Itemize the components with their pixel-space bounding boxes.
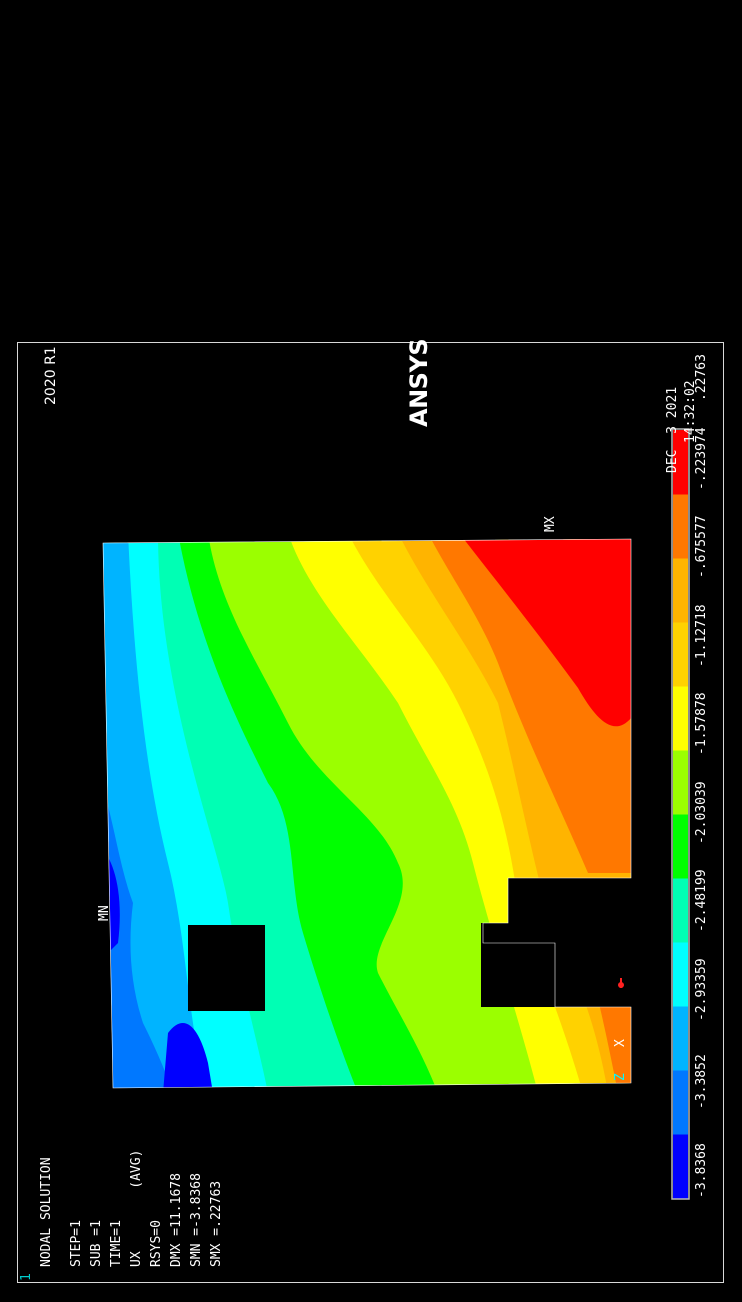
max-marker: MX: [543, 516, 558, 532]
legend-band: [673, 558, 688, 623]
legend-band: [673, 686, 688, 751]
legend-band: [673, 1070, 688, 1135]
legend-label: -3.3852: [694, 1054, 709, 1110]
info-smx: SMX =.22763: [209, 1180, 224, 1267]
legend-band: [673, 750, 688, 815]
legend-band: [673, 878, 688, 943]
window-number: 1: [19, 1273, 34, 1281]
legend-colorbar: [673, 430, 688, 1199]
info-rsys: RSYS=0: [149, 1220, 164, 1267]
plate-hole-right: [481, 923, 555, 1007]
legend-label: -2.93359: [694, 958, 709, 1021]
contour-plot: [102, 428, 690, 1200]
plate-outline: [102, 538, 632, 1089]
legend-label: -.223974: [694, 426, 709, 490]
info-step: STEP=1: [69, 1220, 84, 1267]
plate-contour: [103, 539, 631, 1088]
ansys-version: 2020 R1: [43, 346, 59, 405]
triad-x-label: X: [613, 1039, 628, 1047]
legend-band: [673, 1006, 688, 1071]
min-marker: MN: [97, 905, 112, 921]
legend-band: [673, 494, 688, 559]
legend-frame: [671, 428, 690, 1200]
info-dmx: DMX =11.1678: [169, 1173, 184, 1267]
legend-label: -2.48199: [694, 869, 709, 933]
info-smn: SMN =-3.8368: [189, 1173, 204, 1267]
solution-title: NODAL SOLUTION: [39, 1157, 54, 1267]
info-sub: SUB =1: [89, 1220, 104, 1267]
plot-date: DEC 3 2021: [665, 386, 680, 473]
ansys-logo: ANSYS: [405, 338, 433, 427]
triad-z-label: Z: [613, 1073, 628, 1081]
legend-band: [673, 622, 688, 687]
legend-label: -1.12718: [694, 604, 709, 667]
legend-band: [673, 1134, 688, 1199]
legend-band: [673, 942, 688, 1007]
legend-band: [673, 814, 688, 879]
graphics-window[interactable]: 1 NODAL SOLUTION STEP=1 SUB =1 TIME=1 UX…: [17, 338, 724, 1283]
legend-label: -1.57878: [694, 692, 709, 756]
plate-hole-left: [188, 925, 265, 1011]
triad-origin: [618, 982, 624, 988]
legend-label: -.675577: [694, 515, 709, 579]
legend-label: -2.03039: [694, 781, 709, 844]
info-ux: UX (AVG): [129, 1149, 144, 1267]
legend-label: -3.8368: [694, 1143, 709, 1198]
legend-label: .22763: [694, 354, 709, 401]
info-time: TIME=1: [109, 1220, 124, 1267]
legend-band: [673, 430, 688, 495]
